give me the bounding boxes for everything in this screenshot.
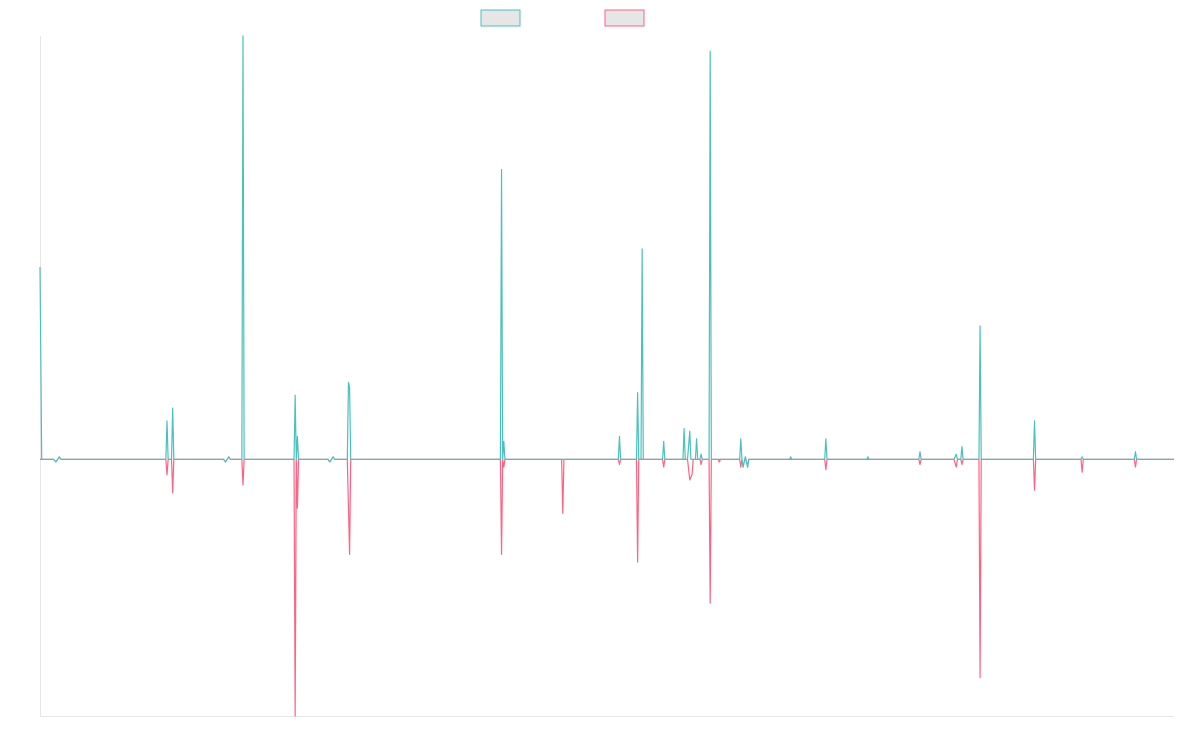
series-line-b [40,456,1174,717]
legend[interactable] [480,9,645,27]
plot-area [39,35,1174,717]
legend-swatch-series-b[interactable] [604,9,645,27]
legend-swatch-series-a[interactable] [480,9,521,27]
series-line-a [39,35,1174,468]
